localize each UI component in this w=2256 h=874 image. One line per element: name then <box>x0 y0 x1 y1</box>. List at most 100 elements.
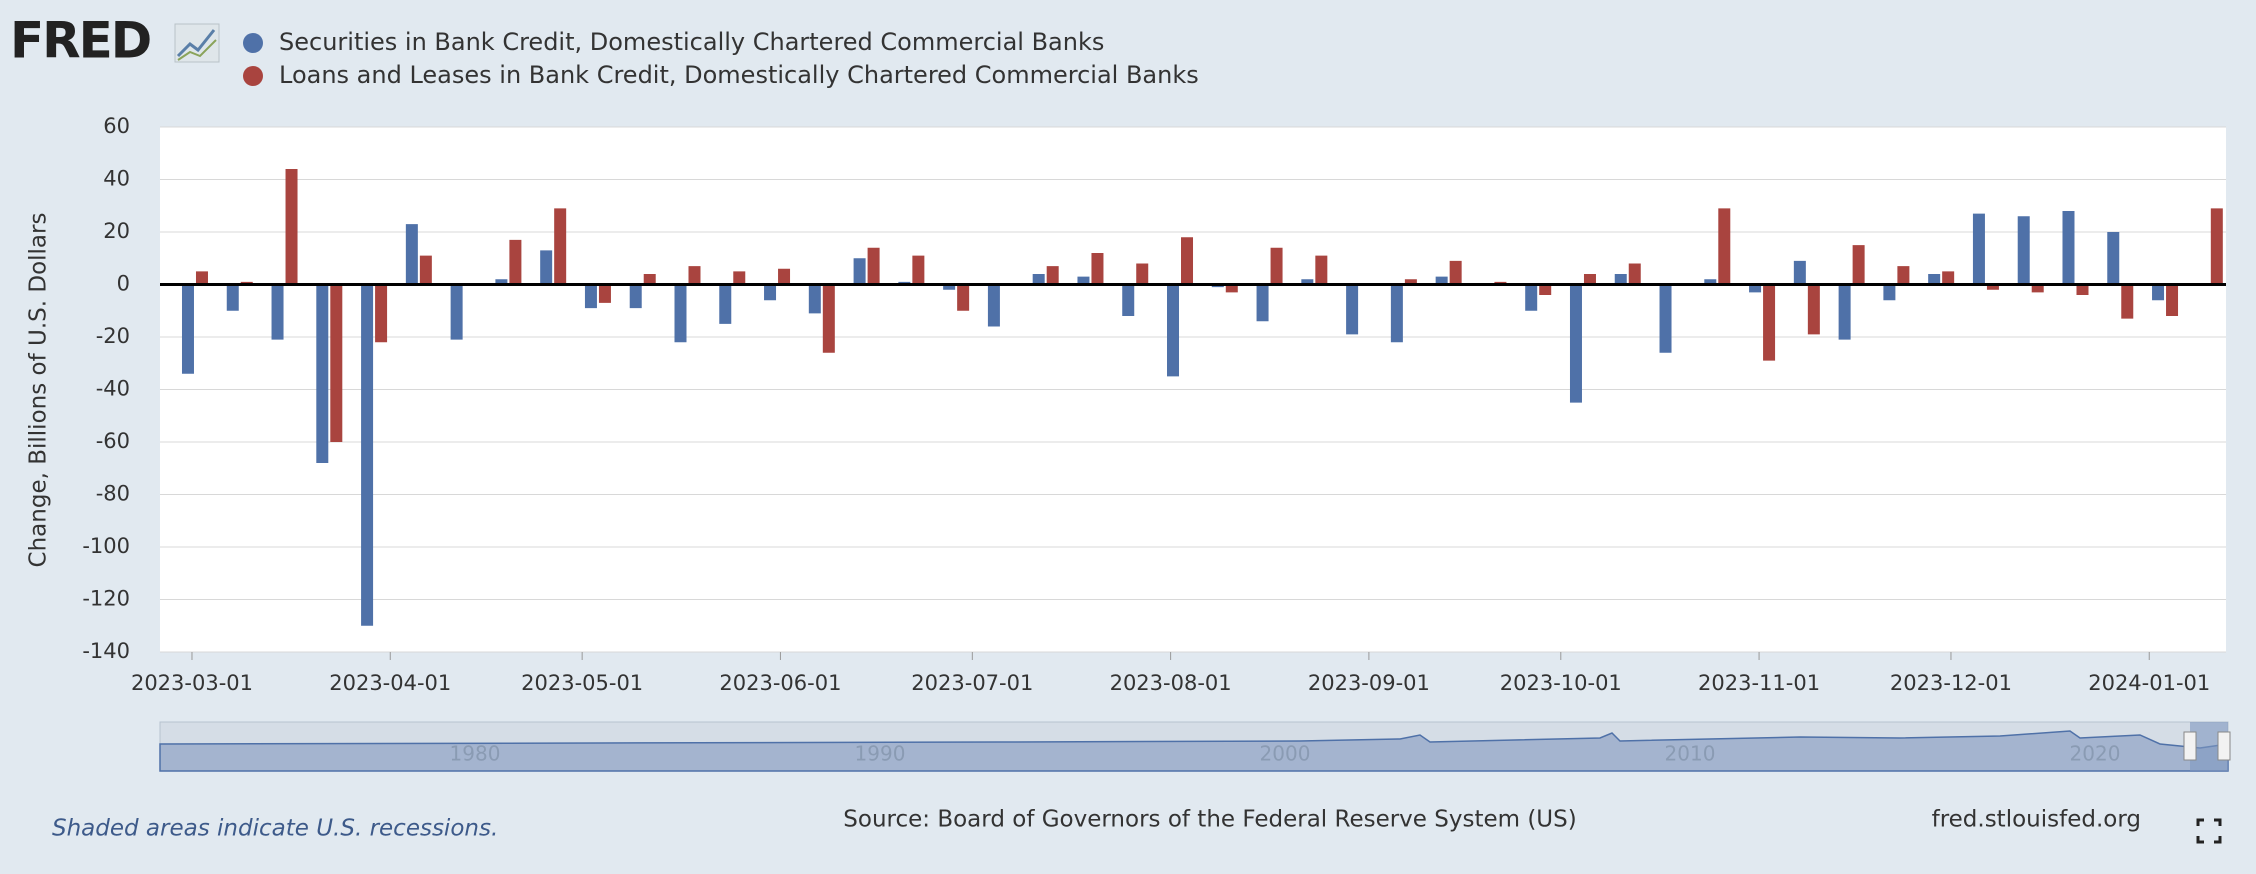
bar <box>1583 274 1596 285</box>
bar <box>943 284 956 290</box>
bar <box>1136 263 1149 285</box>
y-tick-label: 40 <box>103 167 130 191</box>
bar <box>912 255 925 285</box>
bar <box>495 279 508 285</box>
bar <box>822 284 835 353</box>
navigator[interactable] <box>159 721 2231 772</box>
bar <box>226 284 239 311</box>
bar <box>1256 284 1269 322</box>
y-tick-label: 60 <box>103 114 130 138</box>
x-tick-label: 2023-07-01 <box>911 671 1033 695</box>
bar <box>1167 284 1180 377</box>
bar <box>1986 284 1999 290</box>
navigator-label: 1990 <box>855 742 906 766</box>
bar <box>509 239 522 285</box>
bar <box>584 284 597 309</box>
bar <box>316 284 329 463</box>
logo-icon <box>174 23 220 63</box>
legend-marker <box>243 33 263 53</box>
bar <box>330 284 343 442</box>
bar <box>1404 279 1417 285</box>
bar <box>1852 245 1865 285</box>
y-tick-label: -20 <box>96 324 130 348</box>
bar <box>2017 216 2030 285</box>
x-tick-label: 2023-06-01 <box>719 671 841 695</box>
recession-note: Shaded areas indicate U.S. recessions. <box>52 816 498 842</box>
legend-label[interactable]: Loans and Leases in Bank Credit, Domesti… <box>279 61 1199 89</box>
bar <box>1032 274 1045 285</box>
bar <box>1225 284 1238 293</box>
y-tick-label: 20 <box>103 219 130 243</box>
bar <box>764 284 777 301</box>
bar <box>1301 279 1314 285</box>
bar <box>1315 255 1328 285</box>
y-tick-label: -140 <box>82 639 130 663</box>
navigator-label: 2010 <box>1665 742 1716 766</box>
bar <box>1346 284 1359 335</box>
navigator-handle[interactable] <box>2183 731 2197 761</box>
bar <box>987 284 1000 327</box>
navigator-label: 2000 <box>1260 742 1311 766</box>
x-tick-label: 2023-05-01 <box>521 671 643 695</box>
legend-label[interactable]: Securities in Bank Credit, Domestically … <box>279 28 1104 56</box>
bar <box>1807 284 1820 335</box>
y-tick-label: -40 <box>96 377 130 401</box>
bar <box>2107 232 2120 285</box>
bar <box>808 284 821 314</box>
x-tick-label: 2023-09-01 <box>1308 671 1430 695</box>
bar <box>643 274 656 285</box>
bar <box>1614 274 1627 285</box>
navigator-label: 2020 <box>2070 742 2121 766</box>
bar <box>1942 271 1955 285</box>
bar <box>1539 284 1552 295</box>
bar <box>1435 276 1448 285</box>
bar <box>2152 284 2165 301</box>
bar <box>419 255 432 285</box>
bar <box>1091 253 1104 285</box>
fullscreen-icon[interactable] <box>2196 818 2222 844</box>
bar <box>1046 266 1059 285</box>
bar <box>733 271 746 285</box>
bar <box>1749 284 1762 293</box>
bar <box>1390 284 1403 343</box>
bar <box>2166 284 2179 316</box>
bar <box>195 271 208 285</box>
bar <box>1793 260 1806 285</box>
y-tick-label: 0 <box>117 272 130 296</box>
bar <box>540 250 553 285</box>
y-tick-label: -120 <box>82 587 130 611</box>
bar <box>674 284 687 343</box>
y-tick-label: -100 <box>82 534 130 558</box>
site-link[interactable]: fred.stlouisfed.org <box>1932 807 2141 833</box>
x-tick-label: 2023-04-01 <box>329 671 451 695</box>
y-tick-label: -80 <box>96 482 130 506</box>
x-tick-label: 2023-03-01 <box>131 671 253 695</box>
navigator-handle[interactable] <box>2217 731 2231 761</box>
bar <box>1704 279 1717 285</box>
bar <box>285 169 298 285</box>
bar <box>598 284 611 303</box>
bar <box>1763 284 1776 361</box>
x-tick-label: 2023-11-01 <box>1698 671 1820 695</box>
bar <box>853 258 866 285</box>
bar <box>1628 263 1641 285</box>
bar <box>2076 284 2089 295</box>
bar <box>2062 211 2075 285</box>
y-axis-title: Change, Billions of U.S. Dollars <box>26 213 52 568</box>
bar <box>1883 284 1896 301</box>
source: Source: Board of Governors of the Federa… <box>843 807 1576 833</box>
bar <box>181 284 194 374</box>
bar <box>1838 284 1851 340</box>
bar <box>1569 284 1582 403</box>
x-tick-label: 2023-12-01 <box>1890 671 2012 695</box>
bar <box>2210 208 2223 285</box>
bar <box>554 208 567 285</box>
bar <box>867 247 880 285</box>
y-tick-label: -60 <box>96 429 130 453</box>
x-tick-label: 2023-08-01 <box>1110 671 1232 695</box>
bar <box>1718 208 1731 285</box>
bar <box>361 284 374 626</box>
bar <box>1449 260 1462 285</box>
navigator-label: 1980 <box>450 742 501 766</box>
